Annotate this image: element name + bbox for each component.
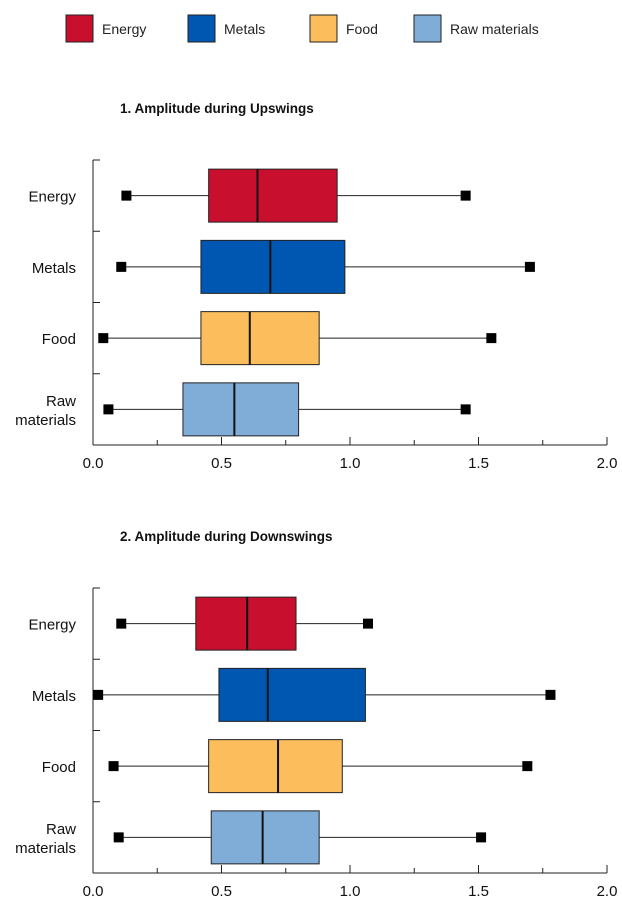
x-tick-label-downswings-2: 1.0: [340, 883, 361, 900]
legend-label-energy: Energy: [102, 21, 146, 37]
category-label-upswings-energy: Energy: [28, 189, 76, 206]
x-tick-label-downswings-3: 1.5: [468, 883, 489, 900]
box-upswings-raw-materials: [182, 382, 300, 437]
category-label-upswings-raw-materials-1: materials: [15, 412, 76, 429]
legend-label-raw-materials: Raw materials: [450, 21, 539, 37]
x-tick-label-downswings-4: 2.0: [597, 883, 618, 900]
max-marker-downswings-food: [522, 761, 533, 772]
box-upswings-energy: [208, 168, 338, 223]
panel-downswings: 2. Amplitude during Downswings 0.0 0.5 1.0 1…: [15, 529, 617, 900]
legend-swatch-raw-materials: [413, 14, 442, 43]
legend-label-metals: Metals: [224, 21, 265, 37]
max-marker-upswings-food: [486, 333, 497, 344]
category-label-upswings-food: Food: [42, 331, 76, 348]
box-downswings-metals: [218, 667, 366, 722]
min-marker-upswings-energy: [121, 190, 132, 201]
min-marker-downswings-energy: [116, 618, 127, 629]
category-label-downswings-raw-materials-1: materials: [15, 840, 76, 857]
legend: Energy Metals Food Raw materials: [65, 14, 539, 43]
max-marker-upswings-energy: [460, 190, 471, 201]
x-tick-label-downswings-0: 0.0: [83, 883, 104, 900]
legend-swatch-metals: [187, 14, 216, 43]
box-downswings-energy: [195, 596, 297, 651]
max-marker-downswings-raw-materials: [476, 832, 487, 843]
category-label-downswings-metals: Metals: [32, 688, 76, 705]
max-marker-upswings-metals: [524, 261, 535, 272]
min-marker-downswings-metals: [93, 689, 104, 700]
x-tick-label-upswings-3: 1.5: [468, 455, 489, 472]
x-tick-label-downswings-1: 0.5: [211, 883, 232, 900]
box-downswings-food: [208, 739, 343, 794]
legend-swatch-energy: [65, 14, 94, 43]
x-tick-label-upswings-2: 1.0: [340, 455, 361, 472]
category-label-downswings-food: Food: [42, 759, 76, 776]
chart-title-downswings: 2. Amplitude during Downswings: [120, 529, 333, 544]
min-marker-downswings-raw-materials: [113, 832, 124, 843]
x-tick-label-upswings-1: 0.5: [211, 455, 232, 472]
category-label-upswings-metals: Metals: [32, 260, 76, 277]
legend-swatch-food: [309, 14, 338, 43]
box-upswings-metals: [200, 239, 346, 294]
min-marker-upswings-metals: [116, 261, 127, 272]
min-marker-downswings-food: [108, 761, 119, 772]
category-label-downswings-energy: Energy: [28, 617, 76, 634]
max-marker-downswings-metals: [545, 689, 556, 700]
chart-title-upswings: 1. Amplitude during Upswings: [120, 101, 314, 116]
min-marker-upswings-raw-materials: [103, 404, 114, 415]
legend-label-food: Food: [346, 21, 378, 37]
box-downswings-raw-materials: [210, 810, 320, 865]
x-tick-label-upswings-0: 0.0: [83, 455, 104, 472]
panel-upswings: 1. Amplitude during Upswings 0.0 0.5 1.0 1.5…: [15, 101, 617, 472]
min-marker-upswings-food: [98, 333, 109, 344]
category-label-downswings-raw-materials-0: Raw: [46, 821, 76, 838]
category-label-upswings-raw-materials-0: Raw: [46, 393, 76, 410]
max-marker-upswings-raw-materials: [460, 404, 471, 415]
box-upswings-food: [200, 311, 320, 366]
x-tick-label-upswings-4: 2.0: [597, 455, 618, 472]
max-marker-downswings-energy: [362, 618, 373, 629]
